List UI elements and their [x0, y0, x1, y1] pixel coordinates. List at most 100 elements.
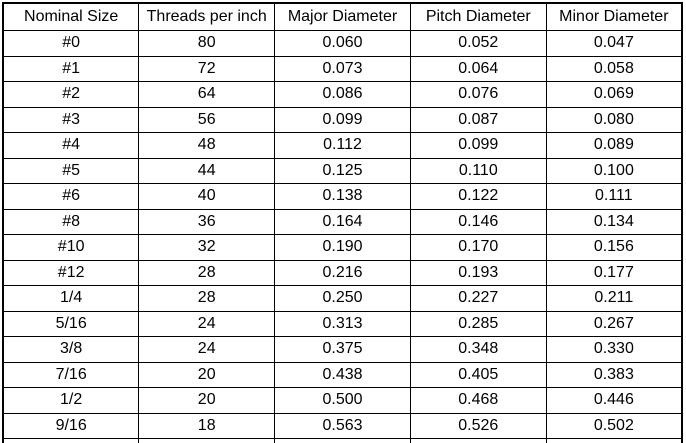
- cell-nominal-size: #6: [2, 183, 140, 210]
- cell-threads-per-inch: 18: [138, 412, 276, 439]
- table-row: 9/16 18 0.563 0.526 0.502: [2, 412, 683, 439]
- cell-major-diameter: 0.500: [274, 387, 411, 414]
- empty-cell: [274, 438, 411, 443]
- cell-pitch-diameter: 0.468: [409, 387, 547, 414]
- empty-cell: [545, 438, 683, 443]
- cell-nominal-size: 3/8: [2, 336, 140, 363]
- empty-cell: [138, 438, 276, 443]
- table-row: #5 44 0.125 0.110 0.100: [2, 157, 683, 184]
- cell-pitch-diameter: 0.526: [409, 412, 547, 439]
- cell-threads-per-inch: 24: [138, 310, 276, 337]
- cell-major-diameter: 0.216: [274, 259, 411, 286]
- cell-minor-diameter: 0.134: [545, 208, 683, 235]
- empty-cell: [2, 438, 140, 443]
- cell-nominal-size: #4: [2, 132, 140, 159]
- cell-pitch-diameter: 0.110: [409, 157, 547, 184]
- cell-threads-per-inch: 40: [138, 183, 276, 210]
- column-header-nominal-size: Nominal Size: [2, 2, 140, 31]
- cell-pitch-diameter: 0.348: [409, 336, 547, 363]
- cell-major-diameter: 0.313: [274, 310, 411, 337]
- cell-major-diameter: 0.563: [274, 412, 411, 439]
- cell-major-diameter: 0.060: [274, 30, 411, 57]
- cell-threads-per-inch: 80: [138, 30, 276, 57]
- cell-nominal-size: 7/16: [2, 361, 140, 388]
- cell-major-diameter: 0.190: [274, 234, 411, 261]
- cell-threads-per-inch: 24: [138, 336, 276, 363]
- cell-nominal-size: 1/2: [2, 387, 140, 414]
- table-row: #0 80 0.060 0.052 0.047: [2, 30, 683, 57]
- cell-pitch-diameter: 0.193: [409, 259, 547, 286]
- cell-minor-diameter: 0.383: [545, 361, 683, 388]
- cell-pitch-diameter: 0.122: [409, 183, 547, 210]
- column-header-minor-diameter: Minor Diameter: [545, 2, 683, 31]
- table-header: Nominal Size Threads per inch Major Diam…: [2, 2, 683, 31]
- cell-pitch-diameter: 0.052: [409, 30, 547, 57]
- cell-nominal-size: #3: [2, 106, 140, 133]
- cell-pitch-diameter: 0.064: [409, 55, 547, 82]
- cell-minor-diameter: 0.211: [545, 285, 683, 312]
- cell-major-diameter: 0.138: [274, 183, 411, 210]
- cell-minor-diameter: 0.058: [545, 55, 683, 82]
- table-row: 1/2 20 0.500 0.468 0.446: [2, 387, 683, 414]
- cell-major-diameter: 0.073: [274, 55, 411, 82]
- table-row: 5/16 24 0.313 0.285 0.267: [2, 310, 683, 337]
- column-header-major-diameter: Major Diameter: [274, 2, 411, 31]
- cell-nominal-size: 5/16: [2, 310, 140, 337]
- cell-minor-diameter: 0.069: [545, 81, 683, 108]
- cell-pitch-diameter: 0.146: [409, 208, 547, 235]
- cell-nominal-size: 1/4: [2, 285, 140, 312]
- table-row: #8 36 0.164 0.146 0.134: [2, 208, 683, 235]
- cell-major-diameter: 0.112: [274, 132, 411, 159]
- cell-major-diameter: 0.164: [274, 208, 411, 235]
- cell-major-diameter: 0.125: [274, 157, 411, 184]
- column-header-threads-per-inch: Threads per inch: [138, 2, 276, 31]
- cell-major-diameter: 0.438: [274, 361, 411, 388]
- clipped-partial-row-container: [2, 438, 683, 443]
- cell-nominal-size: 9/16: [2, 412, 140, 439]
- cell-pitch-diameter: 0.405: [409, 361, 547, 388]
- cell-nominal-size: #2: [2, 81, 140, 108]
- cell-threads-per-inch: 36: [138, 208, 276, 235]
- cell-threads-per-inch: 20: [138, 387, 276, 414]
- table-row: #4 48 0.112 0.099 0.089: [2, 132, 683, 159]
- cell-threads-per-inch: 44: [138, 157, 276, 184]
- cell-major-diameter: 0.250: [274, 285, 411, 312]
- column-header-pitch-diameter: Pitch Diameter: [409, 2, 547, 31]
- cell-threads-per-inch: 48: [138, 132, 276, 159]
- cell-pitch-diameter: 0.076: [409, 81, 547, 108]
- table-row: 3/8 24 0.375 0.348 0.330: [2, 336, 683, 363]
- cell-minor-diameter: 0.047: [545, 30, 683, 57]
- table-row: #1 72 0.073 0.064 0.058: [2, 55, 683, 82]
- cell-minor-diameter: 0.080: [545, 106, 683, 133]
- table-row: #3 56 0.099 0.087 0.080: [2, 106, 683, 133]
- cell-pitch-diameter: 0.087: [409, 106, 547, 133]
- cell-minor-diameter: 0.111: [545, 183, 683, 210]
- cell-pitch-diameter: 0.227: [409, 285, 547, 312]
- table-row: #2 64 0.086 0.076 0.069: [2, 81, 683, 108]
- cell-nominal-size: #5: [2, 157, 140, 184]
- cell-threads-per-inch: 72: [138, 55, 276, 82]
- table-row: 7/16 20 0.438 0.405 0.383: [2, 361, 683, 388]
- cell-threads-per-inch: 28: [138, 285, 276, 312]
- clipped-partial-row: [2, 438, 683, 443]
- cell-minor-diameter: 0.100: [545, 157, 683, 184]
- cell-nominal-size: #10: [2, 234, 140, 261]
- cell-threads-per-inch: 32: [138, 234, 276, 261]
- cell-minor-diameter: 0.156: [545, 234, 683, 261]
- cell-nominal-size: #8: [2, 208, 140, 235]
- cell-pitch-diameter: 0.170: [409, 234, 547, 261]
- empty-cell: [409, 438, 547, 443]
- cell-nominal-size: #0: [2, 30, 140, 57]
- table-row: 1/4 28 0.250 0.227 0.211: [2, 285, 683, 312]
- cell-major-diameter: 0.099: [274, 106, 411, 133]
- cell-minor-diameter: 0.446: [545, 387, 683, 414]
- cell-major-diameter: 0.375: [274, 336, 411, 363]
- cell-threads-per-inch: 28: [138, 259, 276, 286]
- cell-major-diameter: 0.086: [274, 81, 411, 108]
- table-body: #0 80 0.060 0.052 0.047 #1 72 0.073 0.06…: [2, 30, 683, 439]
- cell-threads-per-inch: 20: [138, 361, 276, 388]
- table-row: #12 28 0.216 0.193 0.177: [2, 259, 683, 286]
- cell-pitch-diameter: 0.285: [409, 310, 547, 337]
